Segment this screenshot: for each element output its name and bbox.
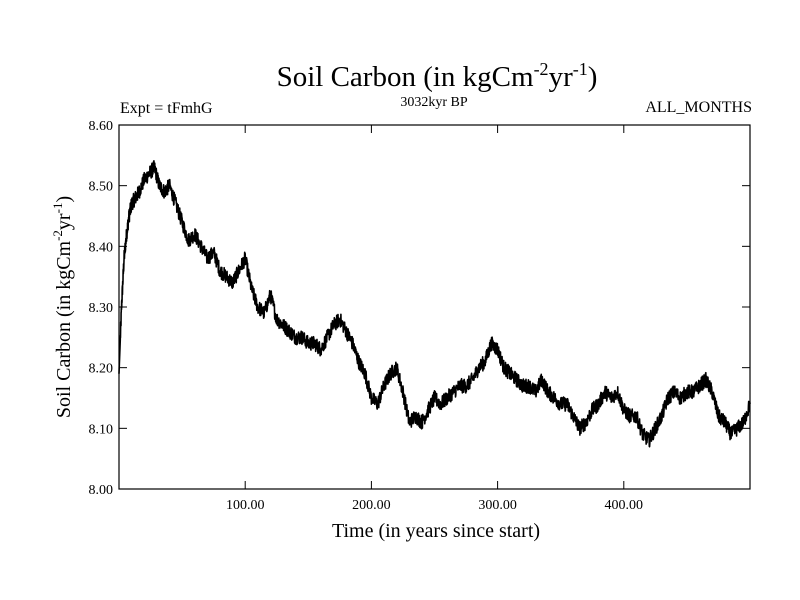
y-tick-label: 8.20	[89, 362, 114, 377]
months-label: ALL_MONTHS	[645, 99, 752, 116]
x-tick-label: 200.00	[352, 498, 391, 513]
y-tick-label: 8.40	[89, 240, 114, 255]
x-tick-label: 300.00	[478, 498, 517, 513]
y-tick-label: 8.60	[89, 119, 114, 134]
period-label: 3032kyr BP	[400, 95, 468, 110]
y-tick-label: 8.30	[89, 301, 114, 316]
y-axis-label: Soil Carbon (in kgCm-2yr-1)	[50, 196, 75, 418]
series-line-soil-carbon	[118, 160, 751, 448]
experiment-label: Expt = tFmhG	[120, 100, 213, 117]
x-axis-label: Time (in years since start)	[332, 520, 540, 542]
y-tick-label: 8.00	[89, 483, 114, 498]
y-tick-label: 8.10	[89, 422, 114, 437]
chart-title: Soil Carbon (in kgCm-2yr-1)	[277, 59, 598, 93]
x-tick-label: 400.00	[605, 498, 644, 513]
plot-frame	[118, 124, 751, 490]
x-tick-label: 100.00	[226, 498, 265, 513]
y-tick-label: 8.50	[89, 180, 114, 195]
x-ticks: 100.00 200.00 300.00 400.00	[226, 125, 643, 513]
